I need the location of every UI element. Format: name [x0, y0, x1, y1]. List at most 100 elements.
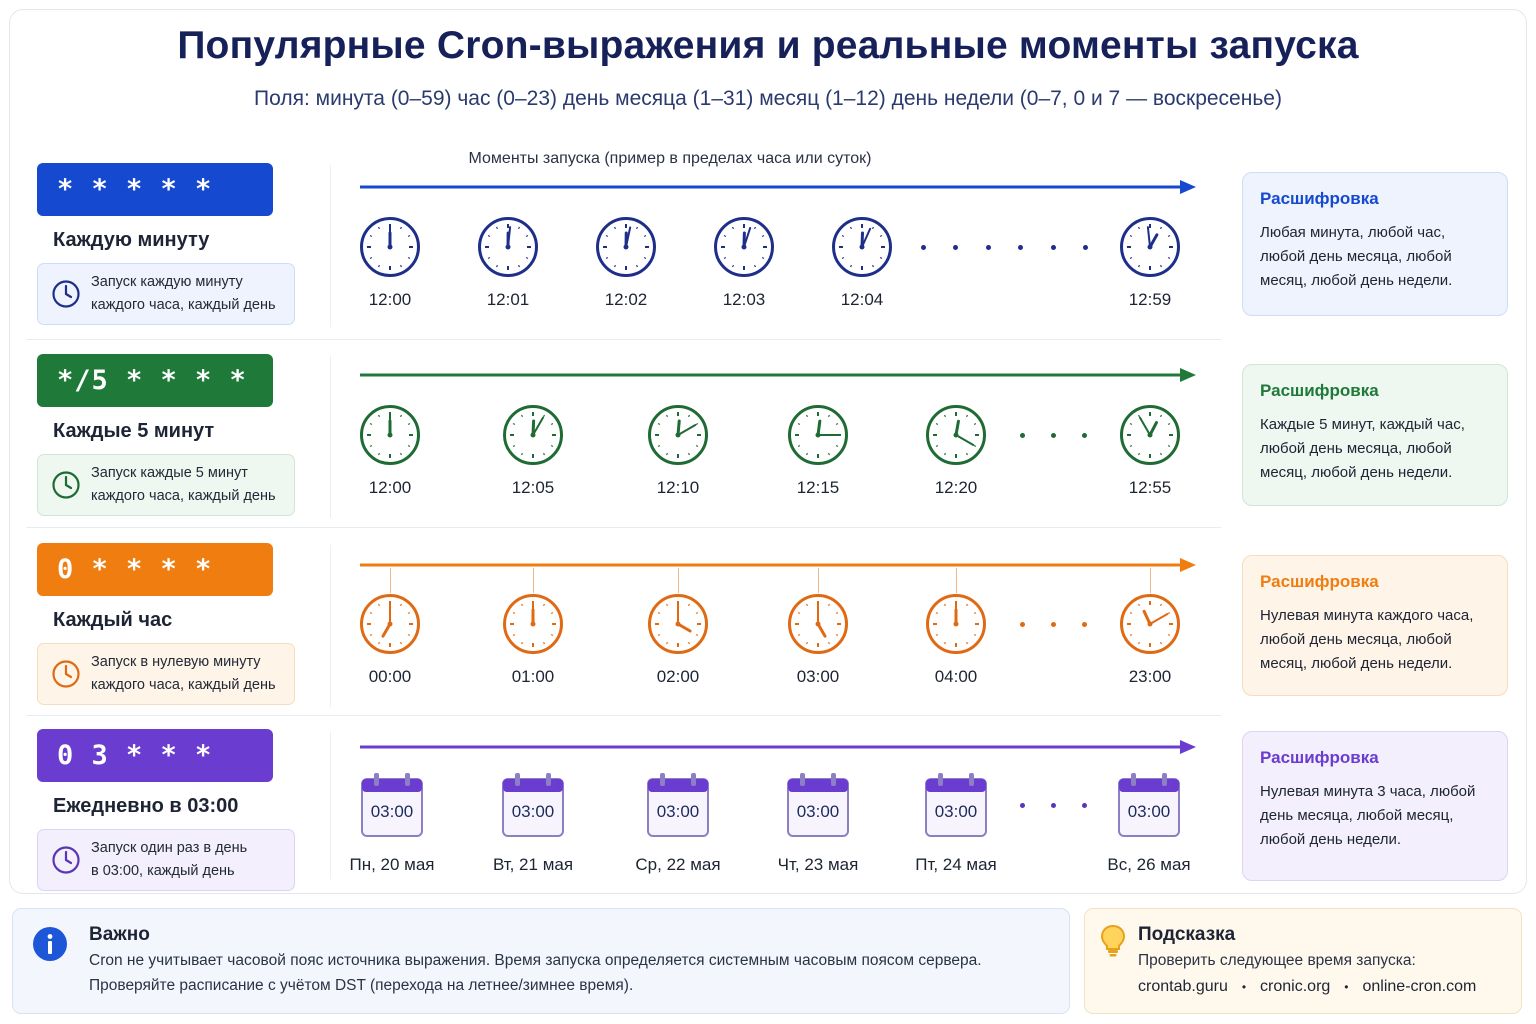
calendar-time: 03:00	[511, 802, 555, 821]
row-note-line: в 03:00, каждый день	[91, 863, 235, 879]
run-time-label: 12:02	[604, 290, 648, 309]
clock-icon	[478, 217, 538, 277]
run-time-label: 04:00	[934, 667, 978, 686]
important-box: Важно Cron не учитывает часовой пояс ист…	[12, 908, 1070, 1014]
decode-card: Расшифровка Нулевая минута 3 часа, любой …	[1242, 731, 1508, 881]
timeline-arrow	[360, 740, 1196, 754]
row-note-text: Запуск каждые 5 минут каждого часа, кажды…	[91, 462, 276, 508]
ellipsis-dot	[1050, 245, 1056, 250]
run-time-label: 12:04	[840, 290, 884, 309]
decode-text: Нулевая минута 3 часа, любой день месяца…	[1260, 783, 1476, 848]
run-time-label: 12:05	[511, 478, 555, 497]
clock-icon	[503, 594, 563, 654]
timeline-caption: Моменты запуска (пример в пределах часа …	[468, 150, 872, 167]
info-icon	[33, 927, 67, 961]
ellipsis-dot	[920, 245, 926, 250]
row-divider	[26, 527, 1221, 528]
row-note: Запуск в нулевую минуту каждого часа, каж…	[37, 643, 295, 705]
clock-icon	[360, 405, 420, 465]
calendar-icon	[1118, 773, 1180, 837]
decode-card: Расшифровка Нулевая минута каждого часа, …	[1242, 555, 1508, 696]
hint-box: Подсказка Проверить следующее время запу…	[1084, 908, 1522, 1014]
run-time-label: 12:15	[796, 478, 840, 497]
important-title: Важно	[89, 924, 150, 945]
clock-icon	[648, 405, 708, 465]
hint-title: Подсказка	[1138, 924, 1236, 945]
row-note: Запуск каждые 5 минут каждого часа, кажды…	[37, 454, 295, 516]
important-line-2: Проверяйте расписание с учётом DST (пере…	[89, 977, 634, 994]
link-separator: •	[1241, 980, 1247, 994]
ellipsis-dot	[985, 245, 991, 250]
ellipsis-dot	[1081, 433, 1087, 438]
clock-icon	[832, 217, 892, 277]
decode-card: Расшифровка Каждые 5 минут, каждый час, л…	[1242, 364, 1508, 506]
clock-icon	[788, 405, 848, 465]
ellipsis-dot	[1019, 622, 1025, 627]
row-note-line: каждого часа, каждый день	[91, 677, 276, 693]
decode-title: Расшифровка	[1260, 572, 1379, 591]
decode-text: Любая минута, любой час, любой день меся…	[1260, 224, 1453, 289]
calendar-icon	[925, 773, 987, 837]
row-note-line: Запуск каждые 5 минут	[91, 465, 248, 481]
clock-icon	[926, 405, 986, 465]
column-divider	[330, 545, 331, 707]
decode-card: Расшифровка Любая минута, любой час, любо…	[1242, 172, 1508, 316]
page-title: Популярные Cron-выражения и реальные мом…	[177, 24, 1359, 67]
link-online-cron[interactable]: online-cron.com	[1362, 978, 1477, 995]
run-time-label: 12:00	[368, 478, 412, 497]
link-crontab-guru[interactable]: crontab.guru	[1138, 978, 1228, 995]
run-time-label: 02:00	[656, 667, 700, 686]
ellipsis-dot	[1050, 803, 1056, 808]
row-note-line: каждого часа, каждый день	[91, 488, 276, 504]
run-time-label: 12:00	[368, 290, 412, 309]
timeline-arrow	[360, 180, 1196, 194]
ellipsis-dot	[1050, 622, 1056, 627]
row-divider	[26, 339, 1221, 340]
calendar-icon	[787, 773, 849, 837]
calendar-icon	[502, 773, 564, 837]
run-date-label: Вс, 26 мая	[1107, 855, 1191, 874]
calendar-time: 03:00	[934, 802, 978, 821]
ellipsis-dot	[1050, 433, 1056, 438]
clock-icon	[52, 471, 80, 499]
clock-stem	[1150, 568, 1151, 593]
clock-stem	[818, 568, 819, 593]
column-divider	[330, 165, 331, 327]
clock-stem	[533, 568, 534, 593]
timeline-arrow	[360, 558, 1196, 572]
timeline-arrow	[360, 368, 1196, 382]
ellipsis-dot	[1081, 803, 1087, 808]
ellipsis-dot	[1081, 622, 1087, 627]
clock-icon	[360, 217, 420, 277]
hint-text: Проверить следующее время запуска:	[1138, 952, 1416, 969]
cron-expression-badge: 0 * * * *	[37, 543, 273, 596]
run-date-label: Чт, 23 мая	[777, 855, 859, 874]
run-date-label: Пн, 20 мая	[349, 855, 435, 874]
clock-icon	[360, 594, 420, 654]
column-divider	[330, 731, 331, 879]
run-time-label: 23:00	[1128, 667, 1172, 686]
column-divider	[330, 356, 331, 518]
clock-icon	[596, 217, 656, 277]
run-time-label: 12:03	[722, 290, 766, 309]
run-time-label: 12:10	[656, 478, 700, 497]
ellipsis-dot	[1019, 433, 1025, 438]
row-note-text: Запуск каждую минуту каждого часа, каждый…	[91, 271, 276, 317]
clock-icon	[503, 405, 563, 465]
calendar-time: 03:00	[370, 802, 414, 821]
clock-icon	[648, 594, 708, 654]
row-divider	[26, 715, 1221, 716]
row-note: Запуск каждую минуту каждого часа, каждый…	[37, 263, 295, 325]
hint-links: crontab.guru • cronic.org • online-cron.…	[1138, 978, 1476, 996]
row-note-line: каждого часа, каждый день	[91, 297, 276, 313]
run-time-label: 12:01	[486, 290, 530, 309]
run-time-label: 12:59	[1128, 290, 1172, 309]
ellipsis-dot	[953, 245, 958, 250]
decode-title: Расшифровка	[1260, 189, 1379, 208]
clock-icon	[1120, 217, 1180, 277]
clock-icon	[788, 594, 848, 654]
clock-icon	[52, 280, 80, 308]
clock-stem	[956, 568, 957, 593]
run-time-label: 01:00	[511, 667, 555, 686]
link-cronic-org[interactable]: cronic.org	[1260, 978, 1331, 995]
